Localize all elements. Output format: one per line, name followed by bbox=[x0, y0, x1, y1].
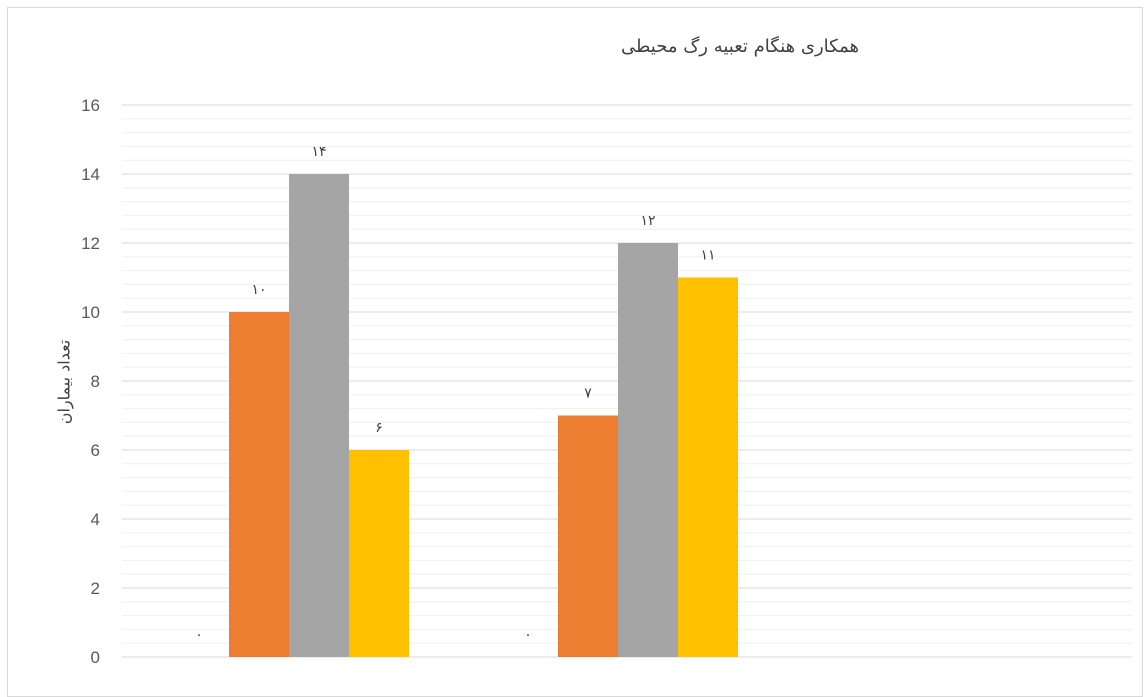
bar bbox=[289, 174, 349, 657]
data-label: ۱۱ bbox=[700, 248, 715, 264]
y-tick-label: 10 bbox=[81, 303, 100, 322]
y-tick-label: 14 bbox=[81, 165, 100, 184]
y-tick-label: 16 bbox=[81, 96, 100, 115]
y-tick-label: 8 bbox=[91, 372, 100, 391]
x-tick-label: Propofol bbox=[257, 677, 320, 680]
data-label: ۱۰ bbox=[251, 282, 266, 298]
data-label: ۱۴ bbox=[311, 144, 326, 160]
y-tick-label: 6 bbox=[91, 441, 100, 460]
bar bbox=[558, 415, 618, 657]
data-label: ۶ bbox=[375, 420, 383, 436]
data-label: ۰ bbox=[195, 627, 203, 643]
chart-title: همکاری هنگام تعبیه رگ محیطی bbox=[621, 36, 859, 57]
bar bbox=[678, 277, 738, 657]
y-tick-label: 2 bbox=[91, 579, 100, 598]
x-tick-label: Midazolam bbox=[577, 677, 659, 680]
bar bbox=[229, 312, 289, 657]
chart-plot: 0 2 4 6 8 10 12 14 16 ۰ ۱۰ ۱۴ ۶ Propofol ۰ ۷ ۱۲ ۱۱ Midazol… bbox=[81, 96, 1132, 680]
bar bbox=[618, 243, 678, 657]
y-tick-label: 4 bbox=[91, 510, 100, 529]
data-label: ۱۲ bbox=[640, 213, 655, 229]
bar bbox=[349, 450, 409, 657]
data-label: ۰ bbox=[524, 627, 532, 643]
y-tick-label: 0 bbox=[91, 648, 100, 667]
data-label: ۷ bbox=[584, 386, 592, 402]
y-tick-label: 12 bbox=[81, 234, 100, 253]
